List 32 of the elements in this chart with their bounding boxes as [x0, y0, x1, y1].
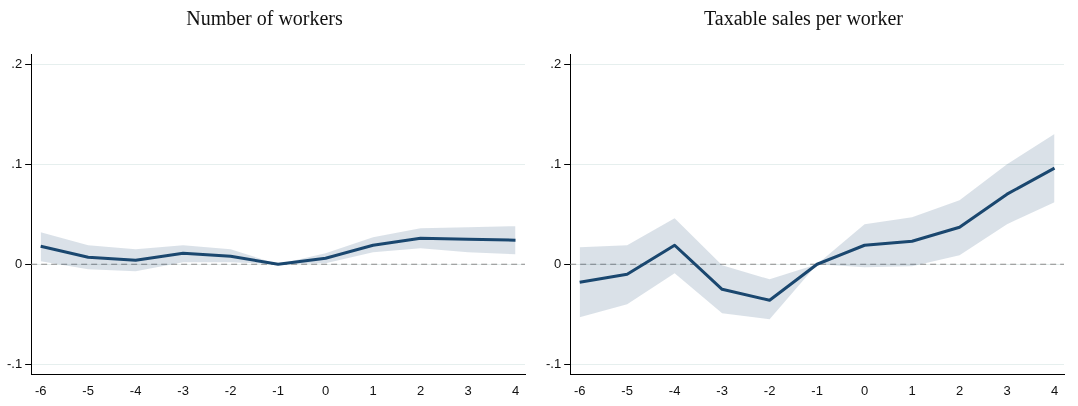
x-tick-label: 3: [1003, 382, 1011, 398]
x-tick-label: -4: [668, 382, 681, 398]
chart-title: Taxable sales per worker: [703, 7, 904, 31]
y-tick-label: 0: [553, 255, 562, 271]
y-tick-label: .2: [11, 55, 23, 71]
chart-title: Number of workers: [186, 7, 344, 30]
y-tick-label: .1: [550, 155, 562, 171]
x-tick-label: 4: [1050, 382, 1059, 398]
x-tick-label: 2: [955, 382, 964, 398]
x-tick-label: -2: [763, 382, 776, 398]
x-tick-label: 3: [464, 382, 472, 398]
x-tick-label: -4: [129, 382, 142, 398]
x-tick-label: -6: [573, 382, 586, 398]
x-tick-label: -3: [177, 382, 189, 398]
y-tick-label: 0: [14, 255, 23, 271]
x-tick-label: -5: [82, 382, 94, 398]
x-tick-label: 1: [908, 382, 916, 398]
x-tick-label: -2: [224, 382, 237, 398]
y-tick-label: -.1: [7, 355, 23, 371]
x-tick-label: 2: [416, 382, 425, 398]
x-tick-label: 0: [860, 382, 869, 398]
x-tick-label: -1: [272, 382, 284, 398]
x-tick-label: -3: [716, 382, 728, 398]
y-tick-label: .1: [11, 155, 23, 171]
y-tick-label: .2: [550, 55, 562, 71]
x-tick-label: -5: [621, 382, 633, 398]
x-tick-label: 0: [321, 382, 330, 398]
x-tick-label: 1: [369, 382, 377, 398]
x-tick-label: 4: [511, 382, 520, 398]
y-tick-label: -.1: [546, 355, 562, 371]
x-tick-label: -6: [34, 382, 47, 398]
x-tick-label: -1: [811, 382, 823, 398]
